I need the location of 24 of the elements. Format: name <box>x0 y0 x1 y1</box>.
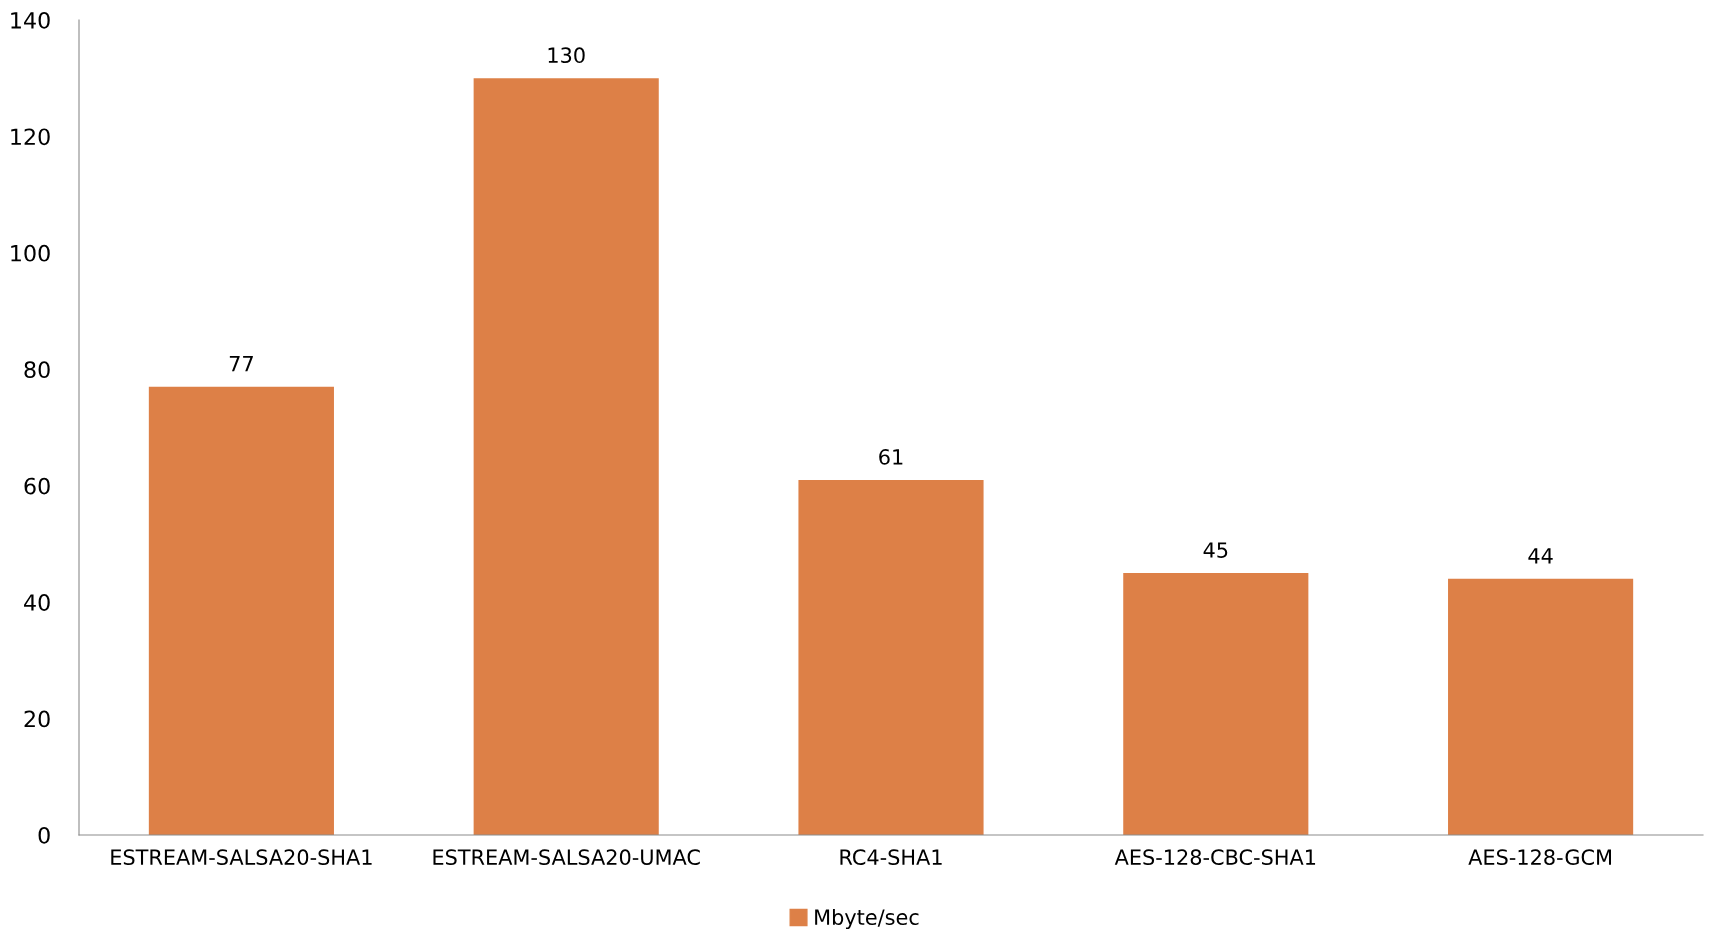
y-tick-label: 120 <box>11 128 50 146</box>
y-tick-label: 0 <box>38 826 50 844</box>
data-label: 130 <box>548 47 585 64</box>
x-tick-label: RC4-SHA1 <box>840 849 942 866</box>
data-label: 77 <box>229 356 253 372</box>
y-tick-label: 20 <box>24 710 50 728</box>
data-label: 45 <box>1203 542 1228 558</box>
y-tick-label: 100 <box>11 244 50 262</box>
y-tick-label: 60 <box>24 477 50 495</box>
data-label: 61 <box>879 448 903 465</box>
data-label: 44 <box>1528 548 1553 564</box>
bar <box>798 479 984 835</box>
y-tick-label: 80 <box>24 361 50 379</box>
x-tick-label: AES-128-GCM <box>1468 849 1611 866</box>
y-tick-label: 140 <box>11 11 50 29</box>
bar <box>1448 578 1634 835</box>
legend-label: Mbyte/sec <box>815 908 919 930</box>
y-tick-label: 40 <box>24 594 50 611</box>
bar <box>473 78 659 835</box>
x-tick-label: ESTREAM-SALSA20-UMAC <box>433 849 700 866</box>
bar <box>1123 573 1309 835</box>
x-tick-label: ESTREAM-SALSA20-SHA1 <box>111 849 372 866</box>
bar <box>148 386 334 835</box>
x-tick-label: AES-128-CBC-SHA1 <box>1114 849 1316 866</box>
